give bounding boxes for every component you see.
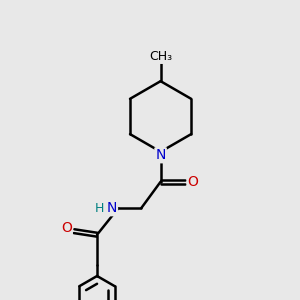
Text: O: O — [188, 175, 199, 189]
Text: N: N — [155, 148, 166, 162]
Text: N: N — [107, 201, 117, 215]
Text: O: O — [61, 220, 72, 235]
Text: H: H — [95, 202, 105, 215]
Text: CH₃: CH₃ — [149, 50, 172, 63]
